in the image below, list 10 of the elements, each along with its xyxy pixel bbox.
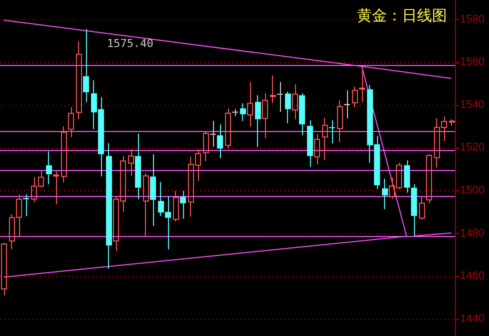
y-tick-label: 1440 [460,312,484,325]
chart-title: 黄金：日线图 [357,6,447,24]
annotation: 1575.40 [107,36,154,50]
y-tick-label: 1560 [460,56,484,68]
y-tick-label: 1580 [460,13,484,26]
y-tick-label: 1460 [460,270,484,282]
y-tick-label: 1520 [460,142,484,154]
y-tick-label: 1480 [460,227,484,240]
y-tick-label: 1540 [460,98,484,111]
y-tick-label: 1500 [460,184,484,197]
